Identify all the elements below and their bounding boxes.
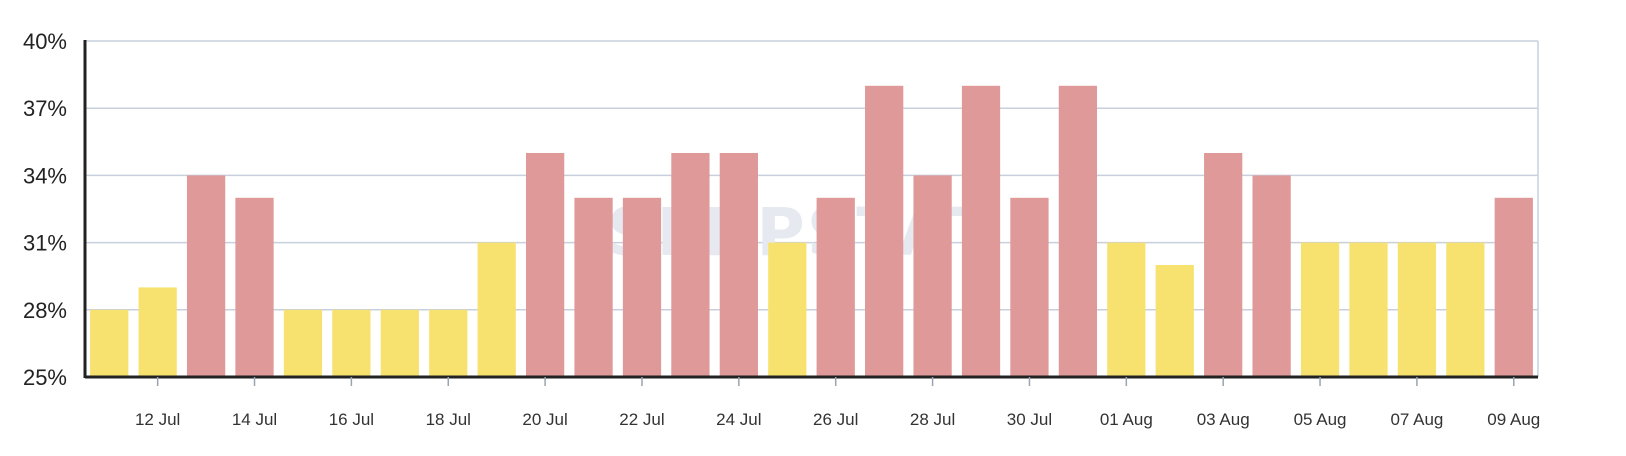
x-tick-label: 03 Aug bbox=[1197, 410, 1250, 429]
bar[interactable] bbox=[1446, 242, 1485, 377]
bar[interactable] bbox=[283, 309, 323, 377]
x-tick-label: 24 Jul bbox=[716, 410, 761, 429]
bar[interactable] bbox=[380, 309, 419, 377]
bar[interactable] bbox=[1349, 242, 1388, 377]
bar[interactable] bbox=[913, 175, 952, 377]
bars-layer bbox=[90, 85, 1533, 378]
bar[interactable] bbox=[768, 242, 807, 377]
x-tick-label: 14 Jul bbox=[232, 410, 277, 429]
y-tick-label: 25% bbox=[23, 365, 67, 390]
bar[interactable] bbox=[1300, 242, 1340, 377]
axes-layer bbox=[83, 40, 1538, 379]
x-axis-ticks: 12 Jul 14 Jul 16 Jul 18 Jul 20 Jul 22 Jul 24 J… bbox=[135, 377, 1540, 429]
grid-layer bbox=[85, 40, 1539, 377]
y-tick-label: 40% bbox=[23, 29, 67, 54]
x-tick-label: 18 Jul bbox=[426, 410, 471, 429]
y-tick-label: 31% bbox=[23, 231, 67, 256]
bar[interactable] bbox=[235, 197, 274, 377]
bar[interactable] bbox=[671, 153, 710, 377]
x-tick-label: 28 Jul bbox=[910, 410, 955, 429]
bar[interactable] bbox=[719, 153, 758, 377]
bar[interactable] bbox=[477, 242, 516, 377]
bar[interactable] bbox=[332, 309, 371, 377]
bar[interactable] bbox=[429, 309, 468, 377]
x-tick-label: 09 Aug bbox=[1487, 410, 1540, 429]
bar[interactable] bbox=[1397, 242, 1437, 377]
bar[interactable] bbox=[961, 85, 1001, 378]
bar[interactable] bbox=[1494, 197, 1533, 377]
bar[interactable] bbox=[1155, 265, 1194, 377]
bar[interactable] bbox=[1010, 197, 1049, 377]
bar[interactable] bbox=[90, 309, 129, 377]
bar[interactable] bbox=[622, 197, 662, 377]
x-tick-label: 30 Jul bbox=[1007, 410, 1052, 429]
bar[interactable] bbox=[1058, 85, 1098, 378]
bar[interactable] bbox=[525, 153, 565, 377]
y-tick-label: 28% bbox=[23, 298, 67, 323]
bar[interactable] bbox=[186, 175, 226, 377]
bar[interactable] bbox=[816, 197, 855, 377]
bar[interactable] bbox=[1252, 175, 1291, 377]
y-tick-label: 37% bbox=[23, 96, 67, 121]
bar[interactable] bbox=[138, 287, 177, 377]
x-tick-label: 16 Jul bbox=[329, 410, 374, 429]
x-tick-label: 22 Jul bbox=[619, 410, 664, 429]
x-tick-label: 26 Jul bbox=[813, 410, 858, 429]
bar[interactable] bbox=[1107, 242, 1146, 377]
x-tick-label: 05 Aug bbox=[1294, 410, 1347, 429]
x-tick-label: 01 Aug bbox=[1100, 410, 1153, 429]
x-tick-label: 20 Jul bbox=[522, 410, 567, 429]
bar[interactable] bbox=[865, 85, 904, 378]
bar[interactable] bbox=[574, 197, 613, 377]
x-tick-label: 12 Jul bbox=[135, 410, 180, 429]
y-tick-label: 34% bbox=[23, 163, 67, 188]
x-tick-label: 07 Aug bbox=[1390, 410, 1443, 429]
bar[interactable] bbox=[1204, 153, 1243, 377]
y-axis-ticks: 25% 28% 31% 34% 37% 40% bbox=[23, 29, 67, 390]
